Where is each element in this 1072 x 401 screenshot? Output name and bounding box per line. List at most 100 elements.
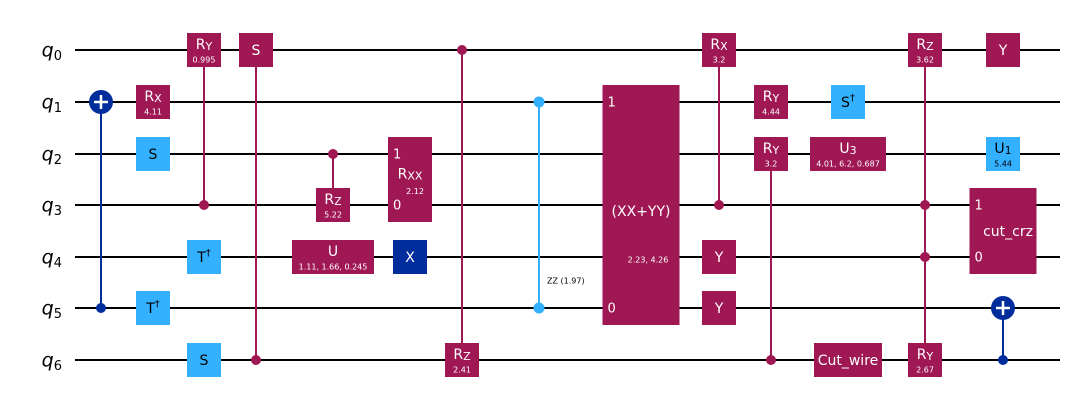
cnot-target-icon bbox=[991, 296, 1015, 320]
gate-box bbox=[814, 343, 882, 377]
gate-box bbox=[986, 137, 1020, 171]
cnot-target-icon bbox=[89, 90, 113, 114]
control-dot bbox=[251, 355, 261, 365]
gate-u: U 1.11, 1.66, 0.245 bbox=[292, 240, 374, 274]
gate-label: cut_crz bbox=[983, 224, 1033, 240]
gate-rx: RX 4.11 bbox=[136, 85, 170, 119]
gate-ry: RY 0.995 bbox=[187, 33, 221, 67]
gate-rz: RZ 2.41 bbox=[445, 343, 479, 377]
gate-u1: U1 5.44 bbox=[986, 137, 1020, 171]
gate-box bbox=[969, 188, 1037, 274]
gate-param: 2.12 bbox=[406, 187, 424, 196]
gate-param: 4.11 bbox=[144, 108, 162, 117]
control-dot bbox=[998, 355, 1008, 365]
gate-box bbox=[292, 240, 374, 274]
gate-cut_wire: Cut_wire bbox=[814, 343, 882, 377]
gate-label: U bbox=[328, 244, 338, 260]
port-label: 1 bbox=[608, 96, 616, 111]
qubit-label: q2 bbox=[42, 144, 62, 168]
gate-box bbox=[908, 33, 942, 67]
control-dot bbox=[199, 200, 209, 210]
gate-label: U3 bbox=[839, 141, 856, 157]
gate-t: T† bbox=[187, 240, 221, 274]
port-label: 1 bbox=[393, 148, 401, 163]
gate-label: S bbox=[252, 43, 261, 59]
gate-label: X bbox=[405, 250, 415, 266]
gate-rz: RZ 5.22 bbox=[316, 188, 350, 222]
qubit-label: q0 bbox=[42, 40, 62, 64]
gate-param: 5.44 bbox=[994, 160, 1012, 169]
gate-label: RZ bbox=[916, 37, 934, 53]
gate-param: 2.67 bbox=[916, 366, 934, 375]
qubit-label: q3 bbox=[42, 195, 62, 219]
plus-icon bbox=[996, 301, 1010, 315]
gate-param: 4.44 bbox=[762, 108, 780, 117]
control-dot bbox=[533, 96, 545, 108]
gate-y: Y bbox=[702, 291, 736, 325]
gate-param: 0.995 bbox=[193, 56, 216, 65]
gate-x: X bbox=[393, 240, 427, 274]
gate-y: Y bbox=[986, 33, 1020, 67]
gate-t: T† bbox=[136, 291, 170, 325]
gate-box bbox=[831, 85, 865, 119]
port-label: 1 bbox=[975, 199, 983, 214]
control-dot bbox=[328, 149, 338, 159]
gate-s: S bbox=[239, 33, 273, 67]
gate-label: RZ bbox=[324, 192, 342, 208]
gate-box bbox=[136, 137, 170, 171]
control-dot bbox=[766, 355, 776, 365]
gate-label: S bbox=[200, 353, 209, 369]
gate-box bbox=[754, 85, 788, 119]
gate-param: 4.01, 6.2, 0.687 bbox=[816, 160, 880, 169]
gate-param: 3.2 bbox=[713, 56, 726, 65]
gate-box bbox=[702, 291, 736, 325]
gate-rz: RZ 3.62 bbox=[908, 33, 942, 67]
gate-rxx: RXX 1 0 2.12 bbox=[388, 137, 432, 222]
gate-label: RZ bbox=[453, 347, 471, 363]
gate-label: Cut_wire bbox=[818, 353, 879, 369]
gate-s: S bbox=[187, 343, 221, 377]
gate-box bbox=[754, 137, 788, 171]
gate-label: (XX+YY) bbox=[612, 204, 671, 220]
gate-label: Y bbox=[714, 250, 724, 266]
gate-ry: RY 3.2 bbox=[754, 137, 788, 171]
port-label: 0 bbox=[393, 199, 401, 214]
gate-box bbox=[602, 85, 680, 325]
gate-s: S† bbox=[831, 85, 865, 119]
port-label: 0 bbox=[608, 302, 616, 317]
gate-label: RX bbox=[144, 89, 162, 105]
gate-box bbox=[239, 33, 273, 67]
control-dot bbox=[457, 45, 467, 55]
gate-xxyy: (XX+YY) 1 0 2.23, 4.26 bbox=[602, 85, 680, 325]
gate-rx: RX 3.2 bbox=[702, 33, 736, 67]
gate-param: 1.11, 1.66, 0.245 bbox=[299, 263, 368, 272]
port-label: 0 bbox=[975, 251, 983, 266]
gate-param: 3.62 bbox=[916, 56, 934, 65]
plus-icon bbox=[94, 95, 108, 109]
control-dot bbox=[714, 200, 724, 210]
gate-label: Y bbox=[714, 301, 724, 317]
gate-label: RY bbox=[763, 89, 780, 105]
gate-y: Y bbox=[702, 240, 736, 274]
qubit-label: q5 bbox=[42, 298, 62, 322]
gate-param: 5.22 bbox=[324, 211, 342, 220]
gate-box bbox=[136, 291, 170, 325]
qubit-label: q1 bbox=[42, 92, 62, 116]
gate-label: RY bbox=[763, 141, 780, 157]
gate-param: 2.41 bbox=[453, 366, 471, 375]
gate-box bbox=[393, 240, 427, 274]
gate-label: U1 bbox=[994, 141, 1011, 157]
gate-ry: RY 4.44 bbox=[754, 85, 788, 119]
gate-u3: U3 4.01, 6.2, 0.687 bbox=[810, 137, 886, 171]
gate-label: S bbox=[149, 147, 158, 163]
gate-box bbox=[908, 343, 942, 377]
gate-box bbox=[316, 188, 350, 222]
gate-box bbox=[187, 343, 221, 377]
gate-label: Y bbox=[998, 43, 1008, 59]
gate-box bbox=[445, 343, 479, 377]
control-dot bbox=[533, 302, 545, 314]
gate-box bbox=[702, 33, 736, 67]
gate-label: RX bbox=[710, 37, 728, 53]
gate-label: RY bbox=[917, 347, 934, 363]
